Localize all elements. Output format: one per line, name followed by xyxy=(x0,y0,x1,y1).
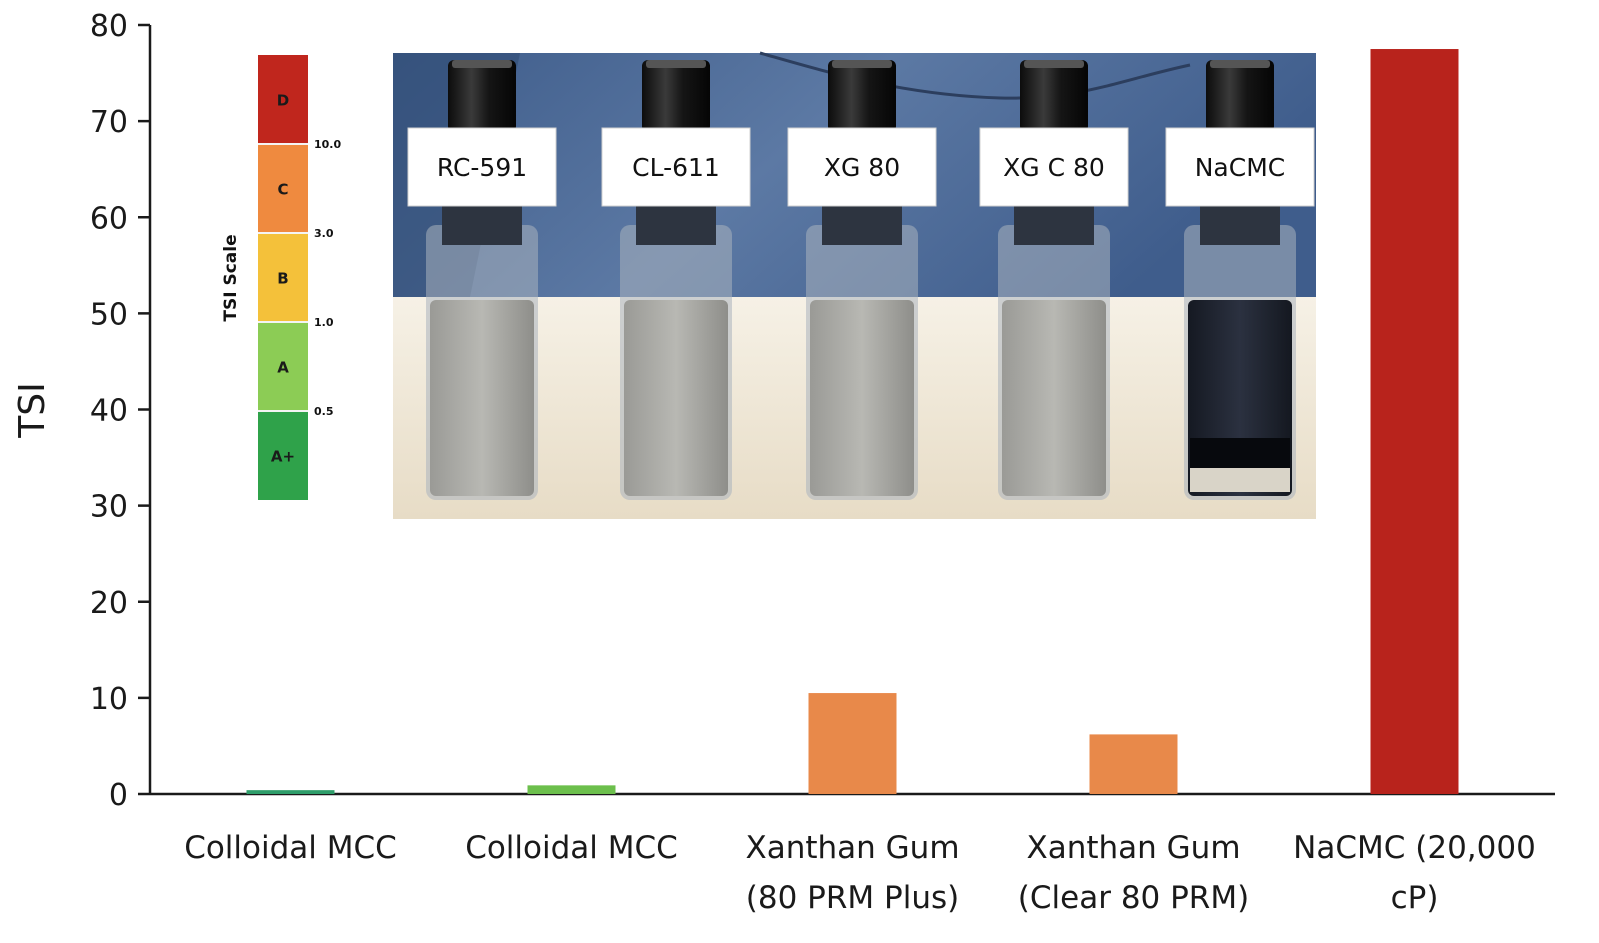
tsi-scale-segment xyxy=(258,55,308,144)
vial-label-card xyxy=(787,127,937,207)
photo-background-wave xyxy=(759,51,1191,100)
vial-cap xyxy=(1020,60,1088,132)
y-tick-label: 30 xyxy=(90,490,128,525)
vial-neck xyxy=(1014,205,1094,245)
x-tick-label: (80 PRM Plus) xyxy=(746,880,959,916)
tsi-scale-title: TSI Scale xyxy=(221,234,241,321)
vial-neck xyxy=(1200,205,1280,245)
bars xyxy=(246,49,1459,794)
tsi-scale: D C B A A+ 10.0 3.0 1.0 0.5 TSI Scale xyxy=(221,55,341,500)
tsi-scale-grade: A xyxy=(277,359,289,377)
tsi-scale-threshold: 10.0 xyxy=(314,138,341,151)
vial: CL-611 xyxy=(601,60,751,500)
y-tick-label: 0 xyxy=(109,778,128,813)
vial-label-card xyxy=(979,127,1129,207)
vial: RC-591 xyxy=(407,60,557,500)
tsi-scale-grade: D xyxy=(277,92,289,110)
bar xyxy=(1370,49,1459,794)
tsi-scale-threshold: 0.5 xyxy=(314,405,334,418)
vial-cap xyxy=(642,60,710,132)
x-tick-label: Colloidal MCC xyxy=(465,830,678,866)
vial-clear-layer xyxy=(1190,468,1290,492)
vial-label-card xyxy=(407,127,557,207)
vial-cap-rim xyxy=(1024,60,1084,68)
y-ticks: 0 10 20 30 40 50 60 70 80 xyxy=(90,9,150,813)
vial-cap-rim xyxy=(1210,60,1270,68)
vial-label-card xyxy=(601,127,751,207)
tsi-scale-threshold: 3.0 xyxy=(314,227,334,240)
tsi-scale-grade: C xyxy=(277,181,288,199)
vial-label: CL-611 xyxy=(632,153,720,182)
y-axis-label: TSI xyxy=(12,382,53,438)
vial-cap-rim xyxy=(646,60,706,68)
vial: NaCMC xyxy=(1165,60,1315,500)
x-tick-label: Colloidal MCC xyxy=(184,830,397,866)
vial-cap xyxy=(448,60,516,132)
bar xyxy=(246,790,335,794)
y-tick-label: 80 xyxy=(90,9,128,44)
x-tick-label: (Clear 80 PRM) xyxy=(1018,880,1249,916)
vial-cap xyxy=(1206,60,1274,132)
vials: RC-591 CL-611 XG 80 XG C 80 NaCMC xyxy=(407,60,1315,500)
x-tick-labels: Colloidal MCC Colloidal MCC Xanthan Gum (80… xyxy=(184,830,1536,916)
tsi-scale-segment xyxy=(258,411,308,500)
vial-neck xyxy=(442,205,522,245)
tsi-scale-segment xyxy=(258,322,308,411)
bar xyxy=(808,693,897,794)
vial-liquid xyxy=(810,300,914,496)
y-tick-label: 60 xyxy=(90,201,128,236)
vial-cap xyxy=(828,60,896,132)
vial-cap-rim xyxy=(832,60,892,68)
vial-neck xyxy=(822,205,902,245)
vial-neck xyxy=(636,205,716,245)
tsi-scale-segment xyxy=(258,144,308,233)
vial-liquid xyxy=(624,300,728,496)
vial: XG C 80 xyxy=(979,60,1129,500)
y-tick-label: 10 xyxy=(90,682,128,717)
y-tick-label: 40 xyxy=(90,394,128,429)
x-tick-label: Xanthan Gum xyxy=(1026,830,1240,866)
tsi-scale-segment xyxy=(258,233,308,322)
vial-liquid xyxy=(430,300,534,496)
y-tick-label: 20 xyxy=(90,586,128,621)
vial-label: NaCMC xyxy=(1195,153,1286,182)
tsi-scale-threshold: 1.0 xyxy=(314,316,334,329)
bar xyxy=(1089,734,1178,794)
vial-liquid xyxy=(1002,300,1106,496)
inset-photo: RC-591 CL-611 XG 80 XG C 80 NaCMC xyxy=(393,51,1316,519)
x-tick-label: NaCMC (20,000 xyxy=(1293,830,1536,866)
vial-label-card xyxy=(1165,127,1315,207)
tsi-scale-grade: B xyxy=(277,270,288,288)
vial-label: XG C 80 xyxy=(1003,153,1105,182)
bar xyxy=(527,785,616,794)
vial-sediment xyxy=(1190,438,1290,468)
vial-label: XG 80 xyxy=(824,153,900,182)
tsi-scale-grade: A+ xyxy=(271,448,295,466)
y-tick-label: 50 xyxy=(90,297,128,332)
vial: XG 80 xyxy=(787,60,937,500)
y-tick-label: 70 xyxy=(90,105,128,140)
x-tick-label: Xanthan Gum xyxy=(745,830,959,866)
vial-cap-rim xyxy=(452,60,512,68)
vial-label: RC-591 xyxy=(437,153,527,182)
x-tick-label: cP) xyxy=(1391,880,1439,916)
